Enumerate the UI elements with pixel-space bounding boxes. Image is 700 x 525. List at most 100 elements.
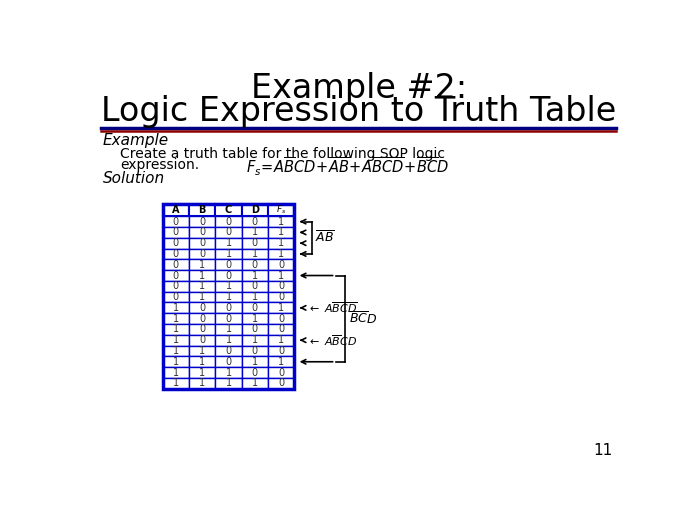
Bar bbox=[162, 216, 189, 227]
Text: $\leftarrow$ $A\overline{BCD}$: $\leftarrow$ $A\overline{BCD}$ bbox=[307, 300, 358, 315]
Text: 0: 0 bbox=[199, 249, 205, 259]
Text: 0: 0 bbox=[278, 346, 284, 356]
Text: 0: 0 bbox=[252, 281, 258, 291]
Bar bbox=[189, 378, 216, 388]
Bar bbox=[162, 204, 189, 216]
Bar bbox=[162, 227, 189, 238]
Text: 1: 1 bbox=[278, 335, 284, 345]
Bar bbox=[241, 216, 268, 227]
Text: 1: 1 bbox=[278, 217, 284, 227]
Text: 0: 0 bbox=[225, 303, 232, 313]
Bar bbox=[268, 324, 295, 335]
Text: 1: 1 bbox=[199, 292, 205, 302]
Text: D: D bbox=[251, 205, 259, 215]
Bar bbox=[268, 292, 295, 302]
Bar bbox=[189, 292, 216, 302]
Text: 0: 0 bbox=[173, 260, 179, 270]
Bar bbox=[216, 367, 241, 378]
Text: expression.: expression. bbox=[120, 158, 200, 172]
Text: 1: 1 bbox=[225, 324, 232, 334]
Bar bbox=[241, 367, 268, 378]
Text: 1: 1 bbox=[199, 260, 205, 270]
Bar bbox=[268, 313, 295, 324]
Bar bbox=[189, 238, 216, 248]
Text: 0: 0 bbox=[225, 217, 232, 227]
Text: 1: 1 bbox=[225, 249, 232, 259]
Bar bbox=[241, 356, 268, 367]
Bar bbox=[241, 324, 268, 335]
Text: 1: 1 bbox=[225, 238, 232, 248]
Text: 0: 0 bbox=[173, 281, 179, 291]
Bar bbox=[189, 227, 216, 238]
Bar bbox=[162, 259, 189, 270]
Text: A: A bbox=[172, 205, 180, 215]
Bar bbox=[216, 313, 241, 324]
Text: 0: 0 bbox=[278, 379, 284, 388]
Bar bbox=[241, 335, 268, 345]
Bar bbox=[162, 248, 189, 259]
Text: 1: 1 bbox=[225, 292, 232, 302]
Bar bbox=[268, 356, 295, 367]
Text: 1: 1 bbox=[173, 346, 179, 356]
Bar bbox=[268, 367, 295, 378]
Bar bbox=[241, 270, 268, 281]
Text: 0: 0 bbox=[225, 313, 232, 323]
Bar bbox=[241, 313, 268, 324]
Text: Logic Expression to Truth Table: Logic Expression to Truth Table bbox=[101, 95, 617, 128]
Text: 1: 1 bbox=[278, 238, 284, 248]
Text: $\overline{AB}$: $\overline{AB}$ bbox=[315, 230, 335, 246]
Text: 0: 0 bbox=[252, 368, 258, 377]
Text: 1: 1 bbox=[173, 357, 179, 367]
Bar bbox=[216, 227, 241, 238]
Bar bbox=[162, 292, 189, 302]
Bar bbox=[162, 345, 189, 356]
Bar bbox=[268, 248, 295, 259]
Text: Example #2:: Example #2: bbox=[251, 72, 467, 105]
Text: $\leftarrow$ $A\overline{B}CD$: $\leftarrow$ $A\overline{B}CD$ bbox=[307, 333, 357, 348]
Bar bbox=[268, 345, 295, 356]
Bar bbox=[216, 248, 241, 259]
Text: 0: 0 bbox=[252, 238, 258, 248]
Text: $F_s\!=\!A\overline{B}CD\!+\!\overline{AB}\!+\!A\overline{BCD}\!+\!\overline{BC}: $F_s\!=\!A\overline{B}CD\!+\!\overline{A… bbox=[246, 156, 449, 178]
Bar bbox=[162, 367, 189, 378]
Text: 0: 0 bbox=[225, 260, 232, 270]
Text: 11: 11 bbox=[594, 443, 613, 458]
Bar bbox=[268, 204, 295, 216]
Bar bbox=[241, 345, 268, 356]
Bar bbox=[162, 281, 189, 292]
Text: 1: 1 bbox=[252, 292, 258, 302]
Text: 0: 0 bbox=[225, 270, 232, 280]
Text: 1: 1 bbox=[199, 379, 205, 388]
Text: 1: 1 bbox=[278, 270, 284, 280]
Bar bbox=[216, 204, 241, 216]
Text: 1: 1 bbox=[278, 249, 284, 259]
Bar bbox=[189, 367, 216, 378]
Text: 1: 1 bbox=[278, 303, 284, 313]
Text: 1: 1 bbox=[252, 270, 258, 280]
Bar bbox=[241, 227, 268, 238]
Text: 1: 1 bbox=[199, 368, 205, 377]
Text: C: C bbox=[225, 205, 232, 215]
Bar bbox=[216, 281, 241, 292]
Bar bbox=[189, 324, 216, 335]
Text: 0: 0 bbox=[278, 368, 284, 377]
Bar bbox=[268, 281, 295, 292]
Text: 1: 1 bbox=[252, 335, 258, 345]
Bar bbox=[268, 302, 295, 313]
Text: 1: 1 bbox=[199, 357, 205, 367]
Text: 0: 0 bbox=[278, 260, 284, 270]
Text: 1: 1 bbox=[278, 357, 284, 367]
Text: 0: 0 bbox=[278, 281, 284, 291]
Text: 1: 1 bbox=[252, 313, 258, 323]
Text: 1: 1 bbox=[173, 335, 179, 345]
Text: 0: 0 bbox=[252, 346, 258, 356]
Text: 1: 1 bbox=[252, 227, 258, 237]
Bar bbox=[216, 324, 241, 335]
Bar bbox=[216, 216, 241, 227]
Text: Solution: Solution bbox=[103, 171, 165, 186]
Text: 0: 0 bbox=[199, 303, 205, 313]
Bar bbox=[216, 335, 241, 345]
Bar bbox=[268, 259, 295, 270]
Text: 0: 0 bbox=[278, 313, 284, 323]
Text: 1: 1 bbox=[173, 324, 179, 334]
